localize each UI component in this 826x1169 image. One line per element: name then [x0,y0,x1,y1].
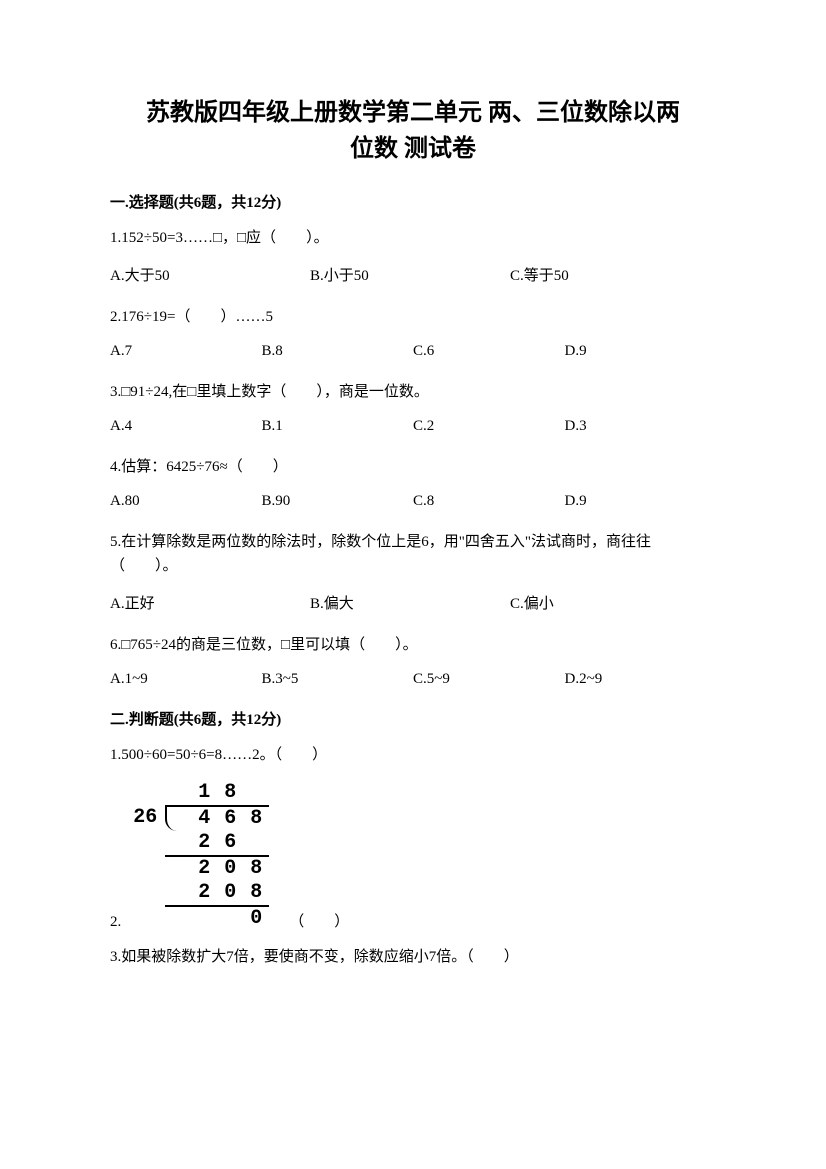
option-5c: C.偏小 [510,592,710,613]
quotient-digit-2: 8 [217,781,243,805]
question-6: 6.□765÷24的商是三位数，□里可以填（ ）。 [110,633,716,657]
option-6b: B.3~5 [262,671,414,688]
option-2a: A.7 [110,343,262,360]
step2-digit-2: 0 [217,857,243,881]
option-4b: B.90 [262,493,414,510]
divisor: 26 [125,805,165,831]
title-line-1: 苏教版四年级上册数学第二单元 两、三位数除以两 [110,95,716,131]
question-3-options: A.4 B.1 C.2 D.3 [110,418,716,435]
dividend-digit-2: 6 [217,805,243,831]
option-1c: C.等于50 [510,264,710,285]
section-1-header: 一.选择题(共6题，共12分) [110,191,716,212]
judgment-2-paren: （ ） [289,910,349,931]
question-5-options: A.正好 B.偏大 C.偏小 [110,592,716,613]
option-6a: A.1~9 [110,671,262,688]
question-6-options: A.1~9 B.3~5 C.5~9 D.2~9 [110,671,716,688]
step2-digit-1: 2 [191,857,217,881]
question-5: 5.在计算除数是两位数的除法时，除数个位上是6，用"四舍五入"法试商时，商往往（… [110,530,716,578]
option-3d: D.3 [565,418,717,435]
dividend-digit-3: 8 [243,805,269,831]
question-4: 4.估算：6425÷76≈（ ） [110,455,716,479]
judgment-2: 2. 1 8 26 4 6 8 2 6 [110,781,716,931]
option-3a: A.4 [110,418,262,435]
option-4d: D.9 [565,493,717,510]
question-1-options: A.大于50 B.小于50 C.等于50 [110,264,716,285]
option-1b: B.小于50 [310,264,510,285]
step3-digit-1: 2 [191,881,217,907]
option-5b: B.偏大 [310,592,510,613]
title-line-2: 位数 测试卷 [110,131,716,167]
option-4c: C.8 [413,493,565,510]
quotient-digit-1: 1 [191,781,217,805]
option-1a: A.大于50 [110,264,310,285]
option-5a: A.正好 [110,592,310,613]
question-4-options: A.80 B.90 C.8 D.9 [110,493,716,510]
option-6c: C.5~9 [413,671,565,688]
section-2-header: 二.判断题(共6题，共12分) [110,708,716,729]
step1-digit-1: 2 [191,831,217,857]
option-2b: B.8 [262,343,414,360]
option-2c: C.6 [413,343,565,360]
exam-title: 苏教版四年级上册数学第二单元 两、三位数除以两 位数 测试卷 [110,95,716,167]
step1-digit-2: 6 [217,831,243,857]
step2-digit-3: 8 [243,857,269,881]
option-6d: D.2~9 [565,671,717,688]
dividend-digit-1: 4 [191,805,217,831]
question-3: 3.□91÷24,在□里填上数字（ ），商是一位数。 [110,380,716,404]
question-1: 1.152÷50=3……□，□应（ ）。 [110,226,716,250]
question-2-options: A.7 B.8 C.6 D.9 [110,343,716,360]
option-3c: C.2 [413,418,565,435]
step3-digit-2: 0 [217,881,243,907]
judgment-3: 3.如果被除数扩大7倍，要使商不变，除数应缩小7倍。（ ） [110,945,716,969]
judgment-2-num: 2. [110,914,121,931]
judgment-1: 1.500÷60=50÷6=8……2。（ ） [110,743,716,767]
step3-digit-3: 8 [243,881,269,907]
question-2: 2.176÷19=（ ）……5 [110,305,716,329]
remainder-digit: 0 [243,907,269,931]
option-3b: B.1 [262,418,414,435]
option-4a: A.80 [110,493,262,510]
long-division-figure: 1 8 26 4 6 8 2 6 2 0 [125,781,269,931]
option-2d: D.9 [565,343,717,360]
